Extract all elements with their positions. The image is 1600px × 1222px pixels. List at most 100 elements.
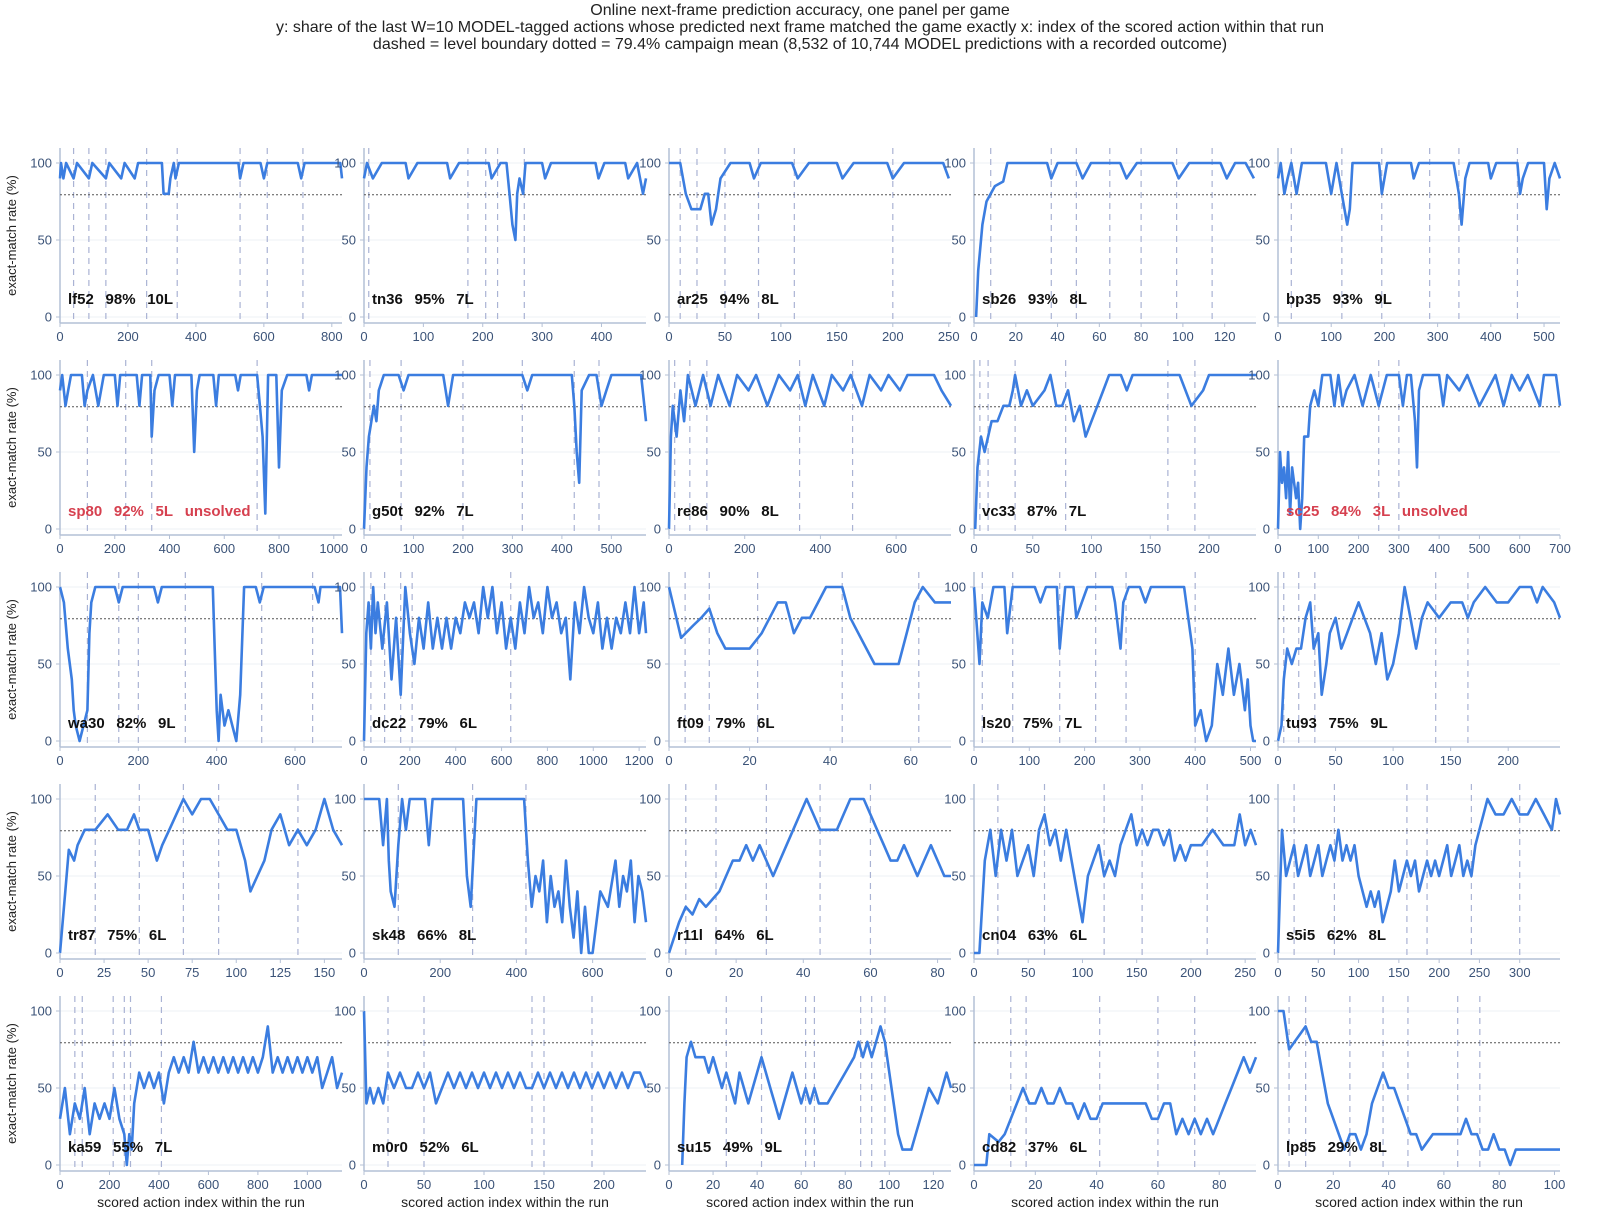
y-tick-label: 0 — [654, 310, 661, 325]
x-tick-label: 0 — [360, 965, 367, 980]
x-tick-label: 250 — [938, 329, 960, 344]
x-tick-label: 100 — [225, 965, 247, 980]
accuracy-series-ka59 — [58, 1025, 344, 1167]
x-tick-label: 200 — [882, 329, 904, 344]
y-tick-label: 100 — [1248, 580, 1270, 595]
accuracy-series-tn36 — [362, 161, 648, 242]
panel-tr87: 0 50 100 0 25 50 75 100 125 150 tr87 75% 6L exact-m… — [4, 784, 344, 980]
y-tick-label: 100 — [639, 580, 661, 595]
x-tick-label: 80 — [1492, 1177, 1506, 1192]
x-tick-label: 20 — [706, 1177, 720, 1192]
y-tick-label: 100 — [1248, 792, 1270, 807]
x-tick-label: 200 — [399, 753, 421, 768]
panel-lp85: 0 50 100 0 20 40 60 80 100 lp85 29% 8L scored acti… — [1248, 996, 1565, 1210]
accuracy-series-lp85 — [1278, 1009, 1560, 1167]
x-tick-label: 100 — [1018, 753, 1040, 768]
x-tick-label: 100 — [1544, 1177, 1566, 1192]
x-tick-label: 200 — [127, 753, 149, 768]
x-axis-label: scored action index within the run — [401, 1194, 609, 1210]
x-tick-label: 0 — [665, 965, 672, 980]
accuracy-series-sc25 — [1276, 373, 1562, 531]
panel-re86: 0 50 100 0 200 400 600 re86 90% 8L — [639, 360, 953, 556]
x-tick-label: 200 — [593, 1177, 615, 1192]
x-tick-label: 60 — [1151, 1177, 1165, 1192]
x-tick-label: 250 — [1234, 965, 1256, 980]
accuracy-series-re86 — [667, 373, 953, 530]
panel-label-tn36: tn36 95% 7L — [372, 291, 474, 308]
x-tick-label: 300 — [1388, 541, 1410, 556]
x-axis-label: scored action index within the run — [1011, 1194, 1219, 1210]
x-tick-label: 60 — [863, 965, 877, 980]
x-tick-label: 120 — [1214, 329, 1236, 344]
x-tick-label: 400 — [206, 753, 228, 768]
x-tick-label: 150 — [1139, 541, 1161, 556]
y-tick-label: 0 — [654, 734, 661, 749]
x-tick-label: 80 — [838, 1177, 852, 1192]
x-tick-label: 150 — [1126, 965, 1148, 980]
panel-lf52: 0 50 100 0 200 400 600 800 lf52 98% 10L exact-mat… — [4, 148, 344, 344]
x-tick-label: 300 — [1129, 753, 1151, 768]
panel-label-m0r0: m0r0 52% 6L — [372, 1139, 479, 1156]
x-tick-label: 200 — [429, 965, 451, 980]
x-tick-label: 600 — [582, 965, 604, 980]
panel-wa30: 0 50 100 0 200 400 600 wa30 82% 9L exact-match r… — [4, 572, 344, 768]
panel-su15: 0 50 100 0 20 40 60 80 100 120 su15 49% 9L scored a… — [639, 996, 953, 1210]
x-tick-label: 0 — [360, 541, 367, 556]
x-tick-label: 150 — [533, 1177, 555, 1192]
accuracy-series-tu93 — [1276, 585, 1562, 742]
y-tick-label: 100 — [639, 792, 661, 807]
y-tick-label: 0 — [959, 734, 966, 749]
panel-label-tr87: tr87 75% 6L — [68, 927, 166, 944]
x-tick-label: 80 — [1134, 329, 1148, 344]
x-tick-label: 400 — [1480, 329, 1502, 344]
x-tick-label: 150 — [1440, 753, 1462, 768]
accuracy-series-sb26 — [974, 161, 1256, 318]
x-tick-label: 300 — [1509, 965, 1531, 980]
panel-tu93: 0 50 100 0 50 100 150 200 tu93 75% 9L — [1248, 572, 1562, 768]
x-tick-label: 200 — [452, 541, 474, 556]
y-tick-label: 100 — [639, 368, 661, 383]
y-tick-label: 50 — [1256, 233, 1270, 248]
y-tick-label: 50 — [952, 445, 966, 460]
x-tick-label: 600 — [213, 541, 235, 556]
x-tick-label: 400 — [159, 541, 181, 556]
panel-label-bp35: bp35 93% 9L — [1286, 291, 1392, 308]
panel-sc25: 0 50 100 0 100 200 300 400 500 600 700 sc25 84% 3L … — [1248, 360, 1571, 556]
x-tick-label: 0 — [970, 329, 977, 344]
y-tick-label: 0 — [1263, 1158, 1270, 1173]
x-tick-label: 800 — [247, 1177, 269, 1192]
panel-label-tu93: tu93 75% 9L — [1286, 715, 1388, 732]
x-tick-label: 500 — [1240, 753, 1262, 768]
panel-label-wa30: wa30 82% 9L — [67, 715, 176, 732]
x-tick-label: 200 — [117, 329, 139, 344]
y-tick-label: 50 — [952, 1081, 966, 1096]
x-tick-label: 50 — [718, 329, 732, 344]
y-tick-label: 0 — [959, 946, 966, 961]
x-tick-label: 0 — [360, 753, 367, 768]
accuracy-series-ft09 — [667, 585, 951, 666]
x-tick-label: 0 — [360, 1177, 367, 1192]
y-tick-label: 100 — [1248, 368, 1270, 383]
title-line-2: y: share of the last W=10 MODEL-tagged a… — [275, 19, 1325, 36]
x-tick-label: 200 — [472, 329, 494, 344]
x-tick-label: 400 — [551, 541, 573, 556]
x-tick-label: 200 — [99, 1177, 121, 1192]
y-tick-label: 0 — [349, 734, 356, 749]
x-tick-label: 400 — [1184, 753, 1206, 768]
accuracy-series-r11l — [667, 797, 951, 954]
y-tick-label: 100 — [30, 792, 52, 807]
y-tick-label: 0 — [349, 522, 356, 537]
x-tick-label: 80 — [1212, 1177, 1226, 1192]
y-tick-label: 100 — [944, 368, 966, 383]
y-tick-label: 0 — [959, 522, 966, 537]
panel-label-s5i5: s5i5 62% 8L — [1286, 927, 1386, 944]
y-tick-label: 50 — [647, 233, 661, 248]
x-tick-label: 800 — [537, 753, 559, 768]
x-tick-label: 600 — [1509, 541, 1531, 556]
x-tick-label: 40 — [1381, 1177, 1395, 1192]
panel-r11l: 0 50 100 0 20 40 60 80 r11l 64% 6L — [639, 784, 951, 980]
x-tick-label: 100 — [1382, 753, 1404, 768]
x-tick-label: 200 — [1374, 329, 1396, 344]
y-tick-label: 0 — [654, 522, 661, 537]
